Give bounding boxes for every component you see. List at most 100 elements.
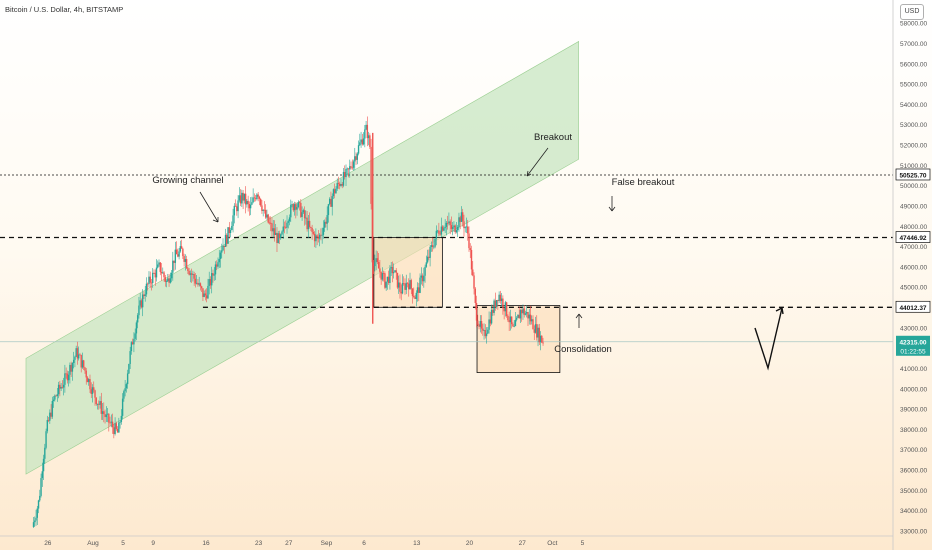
candle-body xyxy=(301,212,303,217)
candle-body xyxy=(96,403,99,405)
y-tick-label: 57000.00 xyxy=(900,41,927,48)
candle-body xyxy=(482,328,484,331)
y-tick-label: 55000.00 xyxy=(900,82,927,89)
candle-body xyxy=(485,333,488,337)
candle-body xyxy=(403,283,405,284)
candle-body xyxy=(246,200,248,205)
x-tick-label: 9 xyxy=(151,540,155,547)
candle-body xyxy=(105,414,108,418)
candle-body xyxy=(441,226,444,231)
pattern-boxes xyxy=(373,237,561,373)
y-tick-label: 45000.00 xyxy=(900,285,927,292)
candle-body xyxy=(266,214,268,218)
candle-body xyxy=(498,294,500,301)
consolidation-arrowhead xyxy=(575,313,583,319)
y-tick-label: 37000.00 xyxy=(900,447,927,454)
candle-body xyxy=(144,294,146,297)
candle-body xyxy=(40,478,42,496)
candle-body xyxy=(153,272,155,274)
candle-body xyxy=(408,283,410,290)
projection-arrow xyxy=(754,307,783,371)
candle-body xyxy=(366,124,369,139)
candle-body xyxy=(227,227,229,244)
candle-body xyxy=(123,391,125,399)
currency-badge[interactable]: USD xyxy=(900,4,924,20)
candle-body xyxy=(507,315,509,321)
candle-body xyxy=(268,222,271,224)
x-tick-label: 16 xyxy=(202,540,210,547)
candle-body xyxy=(134,333,136,339)
candle-body xyxy=(455,230,458,233)
candle-body xyxy=(361,139,364,145)
candle-body xyxy=(145,283,148,295)
candle-body xyxy=(141,294,144,308)
candle-body xyxy=(326,215,328,224)
candle-body xyxy=(111,421,114,428)
candle-body xyxy=(130,342,133,352)
candle-body xyxy=(320,234,322,236)
candle-body xyxy=(187,268,189,271)
candle-body xyxy=(381,273,384,280)
candle-body xyxy=(221,250,223,253)
breakout-label: Breakout xyxy=(534,132,572,143)
candle-body xyxy=(415,292,417,300)
candle-body xyxy=(462,212,464,222)
candle-body xyxy=(189,273,192,275)
candle-body xyxy=(315,235,317,242)
candle-body xyxy=(209,279,212,286)
candle-body xyxy=(184,259,187,262)
candle-body xyxy=(522,308,524,314)
candle-body xyxy=(177,254,179,257)
candle-body xyxy=(457,226,459,231)
y-tick-label: 50000.00 xyxy=(900,183,927,190)
y-tick-label: 58000.00 xyxy=(900,21,927,28)
candle-body xyxy=(537,327,539,338)
candle-body xyxy=(150,282,153,284)
candle-body xyxy=(495,300,498,307)
candle-body xyxy=(379,268,381,272)
candle-body xyxy=(527,312,529,319)
candle-body xyxy=(94,390,96,398)
candle-body xyxy=(62,384,65,388)
candle-body xyxy=(45,431,47,448)
candle-body xyxy=(512,324,514,327)
candle-body xyxy=(297,202,300,208)
candle-body xyxy=(206,295,208,299)
candle-body xyxy=(290,204,292,218)
y-tick-label: 40000.00 xyxy=(900,386,927,393)
candle-body xyxy=(273,228,276,235)
candle-body xyxy=(357,145,360,154)
candle-body xyxy=(529,314,532,322)
consolidation-label: Consolidation xyxy=(554,344,612,355)
candle-body xyxy=(222,245,224,251)
candle-body xyxy=(124,388,126,392)
candle-body xyxy=(356,153,359,160)
candle-body xyxy=(37,500,40,509)
candle-body xyxy=(197,282,199,285)
candle-body xyxy=(80,354,82,368)
candle-body xyxy=(285,227,287,228)
candle-body xyxy=(39,495,41,501)
last-price-label: 42315.00 xyxy=(899,339,926,346)
candle-body xyxy=(192,273,194,275)
candle-body xyxy=(55,395,57,397)
candle-body xyxy=(147,283,149,285)
candle-body xyxy=(228,227,230,234)
candle-body xyxy=(57,384,60,395)
candle-body xyxy=(125,384,128,389)
level-price-tag xyxy=(895,300,931,313)
candle-body xyxy=(349,166,351,170)
level-price-label: 47446.92 xyxy=(899,235,926,242)
candle-body xyxy=(173,260,175,263)
candle-body xyxy=(164,277,166,282)
x-tick-label: 13 xyxy=(413,540,421,547)
candle-body xyxy=(182,248,184,257)
false-breakout-arrowhead xyxy=(608,206,616,212)
candle-body xyxy=(152,272,154,283)
candle-body xyxy=(35,517,37,521)
candle-body xyxy=(216,264,218,267)
candle-body xyxy=(234,205,237,207)
candle-body xyxy=(74,356,76,360)
candle-body xyxy=(207,285,209,299)
